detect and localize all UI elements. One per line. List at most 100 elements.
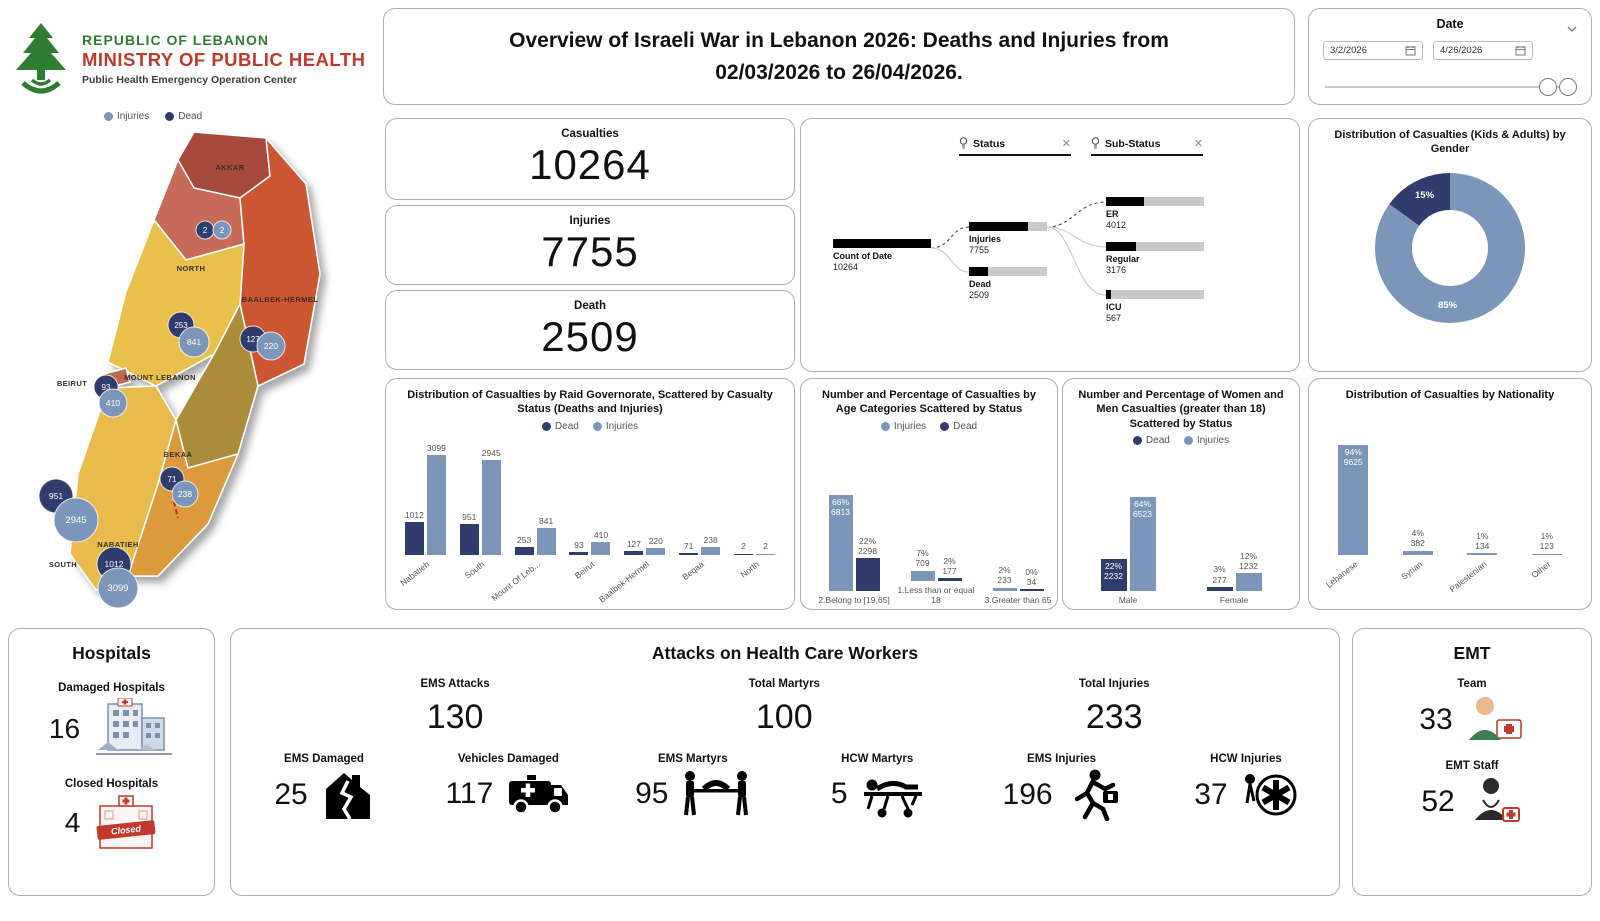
chip-label: Sub-Status: [1105, 137, 1161, 150]
tree-node-er[interactable]: ER 4012: [1106, 197, 1204, 230]
bar-value-label: 2: [741, 541, 746, 552]
status-filter-chip[interactable]: Status ✕: [959, 137, 1071, 156]
tree-node-root[interactable]: Count of Date 10264: [833, 239, 931, 272]
bar-col: 2945: [481, 439, 501, 555]
bar-injuries-2[interactable]: [536, 527, 556, 555]
legend-item-injuries[interactable]: Injuries: [104, 111, 149, 122]
bar-group-1: 7% 709 2% 177 1.Less than or equal 18: [895, 469, 977, 605]
node-bar: [1106, 290, 1204, 299]
bar-dead-4[interactable]: [624, 550, 644, 555]
map-bubble-beirut[interactable]: 93 410: [93, 374, 128, 418]
legend-item-injuries[interactable]: Injuries: [592, 421, 638, 432]
bar-dead-0[interactable]: [855, 558, 880, 591]
bar-group-3: 93 410 Beirut: [569, 439, 611, 605]
lebanon-map: AKKAR NORTH BAALBEK-HERMEL MOUNT LEBANON…: [38, 131, 321, 609]
node-value: 10264: [833, 262, 859, 272]
bar-injuries-0[interactable]: 64% 6523: [1129, 496, 1156, 591]
start-date-input[interactable]: 3/2/2026: [1323, 41, 1423, 60]
bar-dead-1[interactable]: [1206, 586, 1233, 591]
bar-col: 64% 6523: [1129, 481, 1156, 591]
close-icon[interactable]: ✕: [1061, 138, 1071, 150]
bar-injuries-1[interactable]: [481, 459, 501, 555]
tree-node-regular[interactable]: Regular 3176: [1106, 242, 1204, 275]
map-bubble-south[interactable]: 951 2945: [38, 478, 99, 543]
stat-label: HCW Injuries: [1210, 753, 1282, 765]
emt-team-stat: Team 33: [1353, 678, 1591, 746]
bar-casualties-2[interactable]: [1467, 553, 1498, 555]
bar-dead-1[interactable]: [459, 524, 479, 555]
damaged-building-icon: [325, 773, 370, 820]
map-bubble-north[interactable]: 253 841: [167, 311, 210, 358]
tree-node-dead[interactable]: Dead 2509: [969, 267, 1047, 300]
bar-dead-0[interactable]: 22% 2232: [1100, 558, 1127, 591]
bar-injuries-5[interactable]: [701, 547, 721, 555]
map-bubble-baalbek-hermel[interactable]: 127 220: [239, 325, 286, 361]
bar-injuries-3[interactable]: [591, 541, 611, 555]
svg-text:410: 410: [106, 398, 120, 408]
stat-value: 16: [48, 713, 81, 744]
substatus-filter-chip[interactable]: Sub-Status ✕: [1091, 137, 1203, 156]
bar-dead-3[interactable]: [569, 552, 589, 555]
stat-label: HCW Martyrs: [841, 753, 914, 765]
close-icon[interactable]: ✕: [1193, 138, 1203, 150]
calendar-icon: [1405, 46, 1416, 56]
legend-item-injuries[interactable]: Injuries: [880, 421, 926, 432]
bar-value-label: 1% 134: [1475, 531, 1490, 552]
lightbulb-icon: [959, 137, 968, 149]
map-bubble-bekaa[interactable]: 71 238: [159, 466, 199, 508]
legend-item-injuries[interactable]: Injuries: [1183, 434, 1230, 446]
legend-item-dead[interactable]: Dead: [165, 111, 202, 122]
cedar-logo-icon: [16, 23, 66, 94]
end-date-input[interactable]: 4/26/2026: [1433, 41, 1533, 60]
patient-gurney-icon: [863, 779, 922, 818]
bar-injuries-1[interactable]: [1235, 573, 1262, 591]
governorate-bar-plot: 1012 3099 Nabatieh 951 2945 South 253 841 Mount …: [386, 439, 794, 609]
legend-item-dead[interactable]: Dead: [541, 421, 579, 432]
bar-casualties-0[interactable]: 94% 9625: [1338, 445, 1369, 555]
bar-casualties-1[interactable]: [1402, 550, 1433, 555]
chevron-down-icon[interactable]: [1567, 19, 1577, 37]
bar-dead-1[interactable]: [937, 578, 962, 581]
bars: 22% 2232 64% 6523: [1100, 481, 1156, 591]
legend-label: Injuries: [1196, 434, 1230, 446]
bar-value-label: 64% 6523: [1133, 498, 1152, 519]
bar-injuries-0[interactable]: 66% 6813: [828, 494, 853, 591]
hcw-martyrs-stat: HCW Martyrs 5: [812, 753, 942, 821]
category-label: 2.Belong to [19,65]: [818, 594, 890, 605]
bar-injuries-6[interactable]: [755, 553, 775, 555]
total-injuries-stat: Total Injuries 233: [1079, 678, 1150, 737]
chart-title: Distribution of Casualties by Raid Gover…: [407, 389, 773, 416]
bar-dead-2[interactable]: [1019, 589, 1044, 591]
bar-injuries-2[interactable]: [992, 587, 1017, 591]
legend-item-dead[interactable]: Dead: [1132, 435, 1170, 446]
map-bubble-nabatieh[interactable]: 1012 3099: [96, 546, 139, 609]
bar-casualties-3[interactable]: [1531, 553, 1562, 555]
bar-dead-6[interactable]: [733, 553, 753, 555]
bar-dead-5[interactable]: [679, 552, 699, 555]
tree-node-injuries[interactable]: Injuries 7755: [969, 222, 1047, 255]
bar-dead-2[interactable]: [514, 546, 534, 555]
kpi-label: Death: [574, 300, 606, 312]
node-bar: [1106, 197, 1204, 206]
bars: 3% 277 12% 1232: [1206, 481, 1262, 591]
gender-donut-chart[interactable]: 15% 85%: [1375, 172, 1525, 323]
date-slicer-panel: Date 3/2/2026 4/26/2026: [1308, 8, 1592, 105]
region-label-baalbek-hermel: BAALBEK-HERMEL: [242, 295, 318, 304]
bar-injuries-1[interactable]: [910, 570, 935, 581]
bar-injuries-4[interactable]: [646, 547, 666, 555]
slider-handle-end[interactable]: [1559, 78, 1577, 96]
bar-injuries-0[interactable]: [426, 455, 446, 555]
category-label: Nabatieh: [398, 559, 432, 588]
map-bubble-akkar[interactable]: 2 2: [195, 220, 232, 240]
legend-item-dead[interactable]: Dead: [940, 421, 977, 432]
tree-node-icu[interactable]: ICU 567: [1106, 290, 1204, 323]
category-label: Palestenian: [1447, 559, 1489, 595]
bar-col: 410: [591, 439, 611, 555]
bar-value-label: 1% 123: [1539, 531, 1554, 552]
svg-text:2: 2: [220, 226, 225, 235]
legend-dot: [1132, 435, 1142, 445]
bar-dead-0[interactable]: [404, 522, 424, 555]
slider-handle-start[interactable]: [1539, 78, 1557, 96]
date-range-slider[interactable]: [1323, 78, 1577, 96]
bar-value-label: 94% 9625: [1343, 447, 1363, 468]
